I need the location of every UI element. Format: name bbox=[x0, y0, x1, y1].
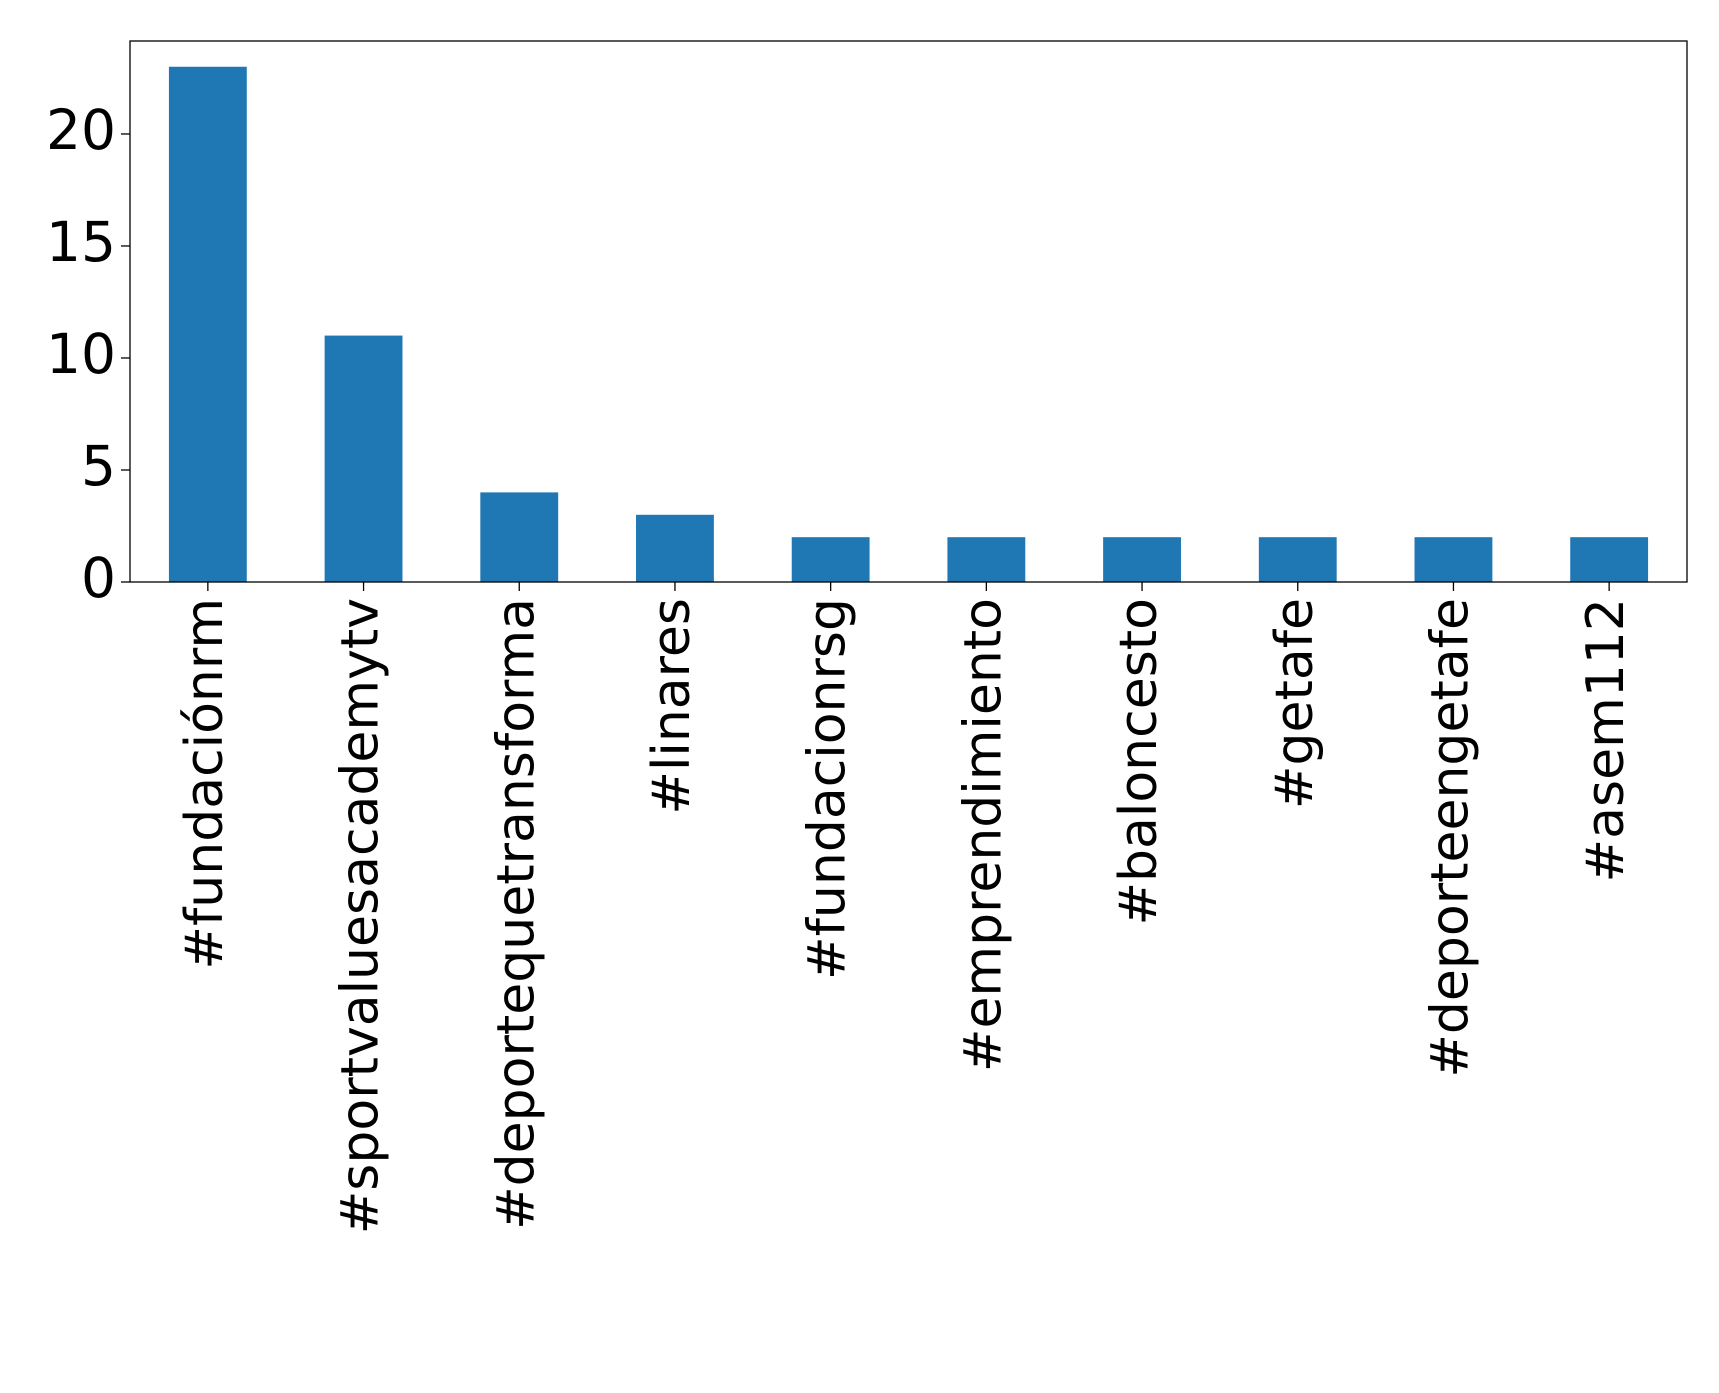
bar bbox=[324, 335, 403, 582]
bar bbox=[1414, 537, 1493, 582]
x-tick-label: #sportvaluesacademytv bbox=[331, 598, 391, 1234]
x-tick-label: #emprendimiento bbox=[953, 598, 1013, 1072]
bar bbox=[947, 537, 1026, 582]
x-tick-label: #baloncesto bbox=[1109, 598, 1169, 926]
y-tick-label: 15 bbox=[46, 210, 116, 274]
y-tick-label: 5 bbox=[81, 434, 116, 498]
y-tick-label: 20 bbox=[46, 98, 116, 162]
x-tick-label: #getafe bbox=[1265, 598, 1325, 809]
bar bbox=[480, 492, 559, 582]
y-tick-label: 0 bbox=[81, 546, 116, 610]
plot-frame bbox=[129, 40, 1688, 583]
x-tick-label: #deporteengetafe bbox=[1420, 598, 1480, 1078]
x-tick-label: #deportequetransforma bbox=[486, 598, 546, 1230]
bar bbox=[791, 537, 870, 582]
bar bbox=[168, 66, 247, 582]
x-tick-label: #fundacionrsg bbox=[798, 598, 858, 980]
x-tick-label: #linares bbox=[642, 598, 702, 815]
bar bbox=[1570, 537, 1649, 582]
bar bbox=[1258, 537, 1337, 582]
bar bbox=[1103, 537, 1181, 582]
x-tick-label: #asem112 bbox=[1576, 598, 1636, 882]
bar bbox=[636, 514, 714, 582]
x-tick-label: #fundaciónrm bbox=[175, 598, 235, 970]
y-tick-label: 10 bbox=[46, 322, 116, 386]
